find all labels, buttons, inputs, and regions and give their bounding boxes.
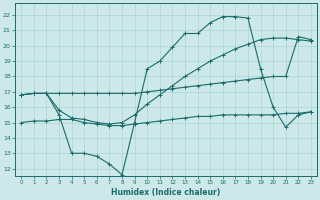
- X-axis label: Humidex (Indice chaleur): Humidex (Indice chaleur): [111, 188, 221, 197]
